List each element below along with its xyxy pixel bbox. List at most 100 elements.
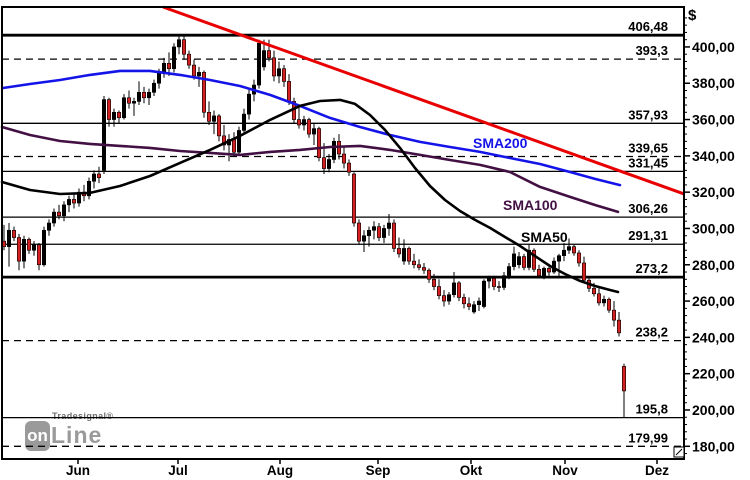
candle-body [601, 298, 606, 304]
candle-body [321, 157, 326, 169]
candle-body [576, 252, 581, 264]
candle-body [546, 268, 551, 273]
resize-handle-diagonal [675, 448, 683, 456]
month-label: Sep [366, 463, 391, 478]
candle-body [421, 267, 426, 271]
candle-body [276, 68, 281, 77]
candle-body [237, 130, 242, 153]
candle-body [381, 228, 386, 238]
price-axis-label: 320,00 [692, 184, 735, 200]
currency-symbol: $ [688, 7, 697, 24]
candle-body [152, 82, 157, 93]
candle-body [142, 92, 147, 99]
candle-body [406, 248, 411, 262]
candle-body [102, 99, 107, 171]
level-label: 306,26 [628, 201, 668, 216]
candle-body [172, 46, 177, 70]
candle-body [451, 282, 456, 296]
price-axis-label: 260,00 [692, 293, 735, 309]
candle-body [356, 222, 361, 242]
candle-body [521, 256, 526, 268]
candle-body [306, 119, 311, 135]
candle-body [41, 229, 46, 266]
candle-body [197, 72, 202, 77]
level-label: 273,2 [635, 261, 668, 276]
price-axis-label: 380,00 [692, 75, 735, 91]
candle-body [501, 275, 506, 288]
sma200-line [1, 69, 622, 187]
candle-body [51, 211, 56, 224]
candle-body [426, 269, 431, 280]
candle-body [556, 255, 561, 262]
candle-body [391, 222, 396, 249]
candle-body [361, 235, 366, 242]
price-axis-label: 400,00 [692, 39, 735, 55]
candle-body [72, 199, 77, 204]
resize-handle[interactable] [673, 446, 685, 458]
candle-body [366, 229, 371, 237]
logo-brand-text: Tradesignal® [52, 411, 114, 421]
candle-body [21, 239, 26, 262]
sma100-line [0, 125, 620, 214]
sma100-label: SMA100 [503, 197, 558, 213]
price-axis-label: 180,00 [692, 438, 735, 454]
candle-body [256, 43, 261, 86]
candle-body [491, 278, 496, 287]
price-axis: $400,00 380,00 360,00 340,00 320,00 300,00 280… [684, 7, 735, 454]
candle-body [222, 135, 227, 146]
candle-body [212, 115, 217, 122]
candle-body [117, 111, 122, 119]
candle-body [147, 92, 152, 99]
candle-body [187, 53, 192, 66]
sma50-label: SMA50 [521, 229, 568, 245]
candle-body [436, 286, 441, 296]
candle-body [182, 39, 187, 55]
candle-body [232, 139, 237, 153]
sma50-line [0, 98, 620, 294]
candle-body [36, 244, 41, 266]
tradesignal-online-logo: on Tradesignal® Line [25, 408, 115, 456]
price-axis-label: 220,00 [692, 366, 735, 382]
candle-body [596, 293, 601, 304]
sma200-label: SMA200 [473, 135, 528, 151]
candle-body [476, 300, 481, 306]
candle-body [371, 226, 376, 231]
level-label: 179,99 [628, 430, 668, 445]
candle-body [481, 280, 486, 307]
candle-body [12, 229, 17, 238]
candle-body [202, 72, 207, 113]
trendline [162, 5, 685, 196]
plot-border [1, 6, 685, 460]
candle-body [446, 294, 451, 302]
candle-body [346, 162, 351, 173]
level-label: 195,8 [635, 402, 668, 417]
candle-body [67, 199, 72, 206]
level-label: 291,31 [628, 228, 668, 243]
level-label: 406,48 [628, 19, 668, 34]
candle-body [326, 159, 331, 169]
candle-body [31, 244, 36, 251]
candle-body [261, 50, 266, 68]
month-label: Okt [460, 463, 483, 478]
candle-body [266, 50, 271, 59]
candle-body [441, 295, 446, 302]
candle-body [127, 97, 132, 104]
candle-body [466, 303, 471, 307]
candle-body [386, 222, 391, 229]
month-label: Nov [552, 463, 578, 478]
candle-body [132, 101, 137, 104]
candle-body [87, 180, 92, 197]
candle-body [461, 297, 466, 305]
candle-body [217, 115, 222, 137]
level-label: 331,45 [628, 155, 668, 170]
candle-body [56, 211, 61, 217]
candle-body [301, 119, 306, 126]
candle-body [207, 111, 212, 122]
price-axis-label: 240,00 [692, 329, 735, 345]
candle-body [107, 99, 112, 120]
month-label: Jun [66, 463, 90, 478]
candle-body [242, 113, 247, 131]
candle-body [571, 246, 576, 254]
